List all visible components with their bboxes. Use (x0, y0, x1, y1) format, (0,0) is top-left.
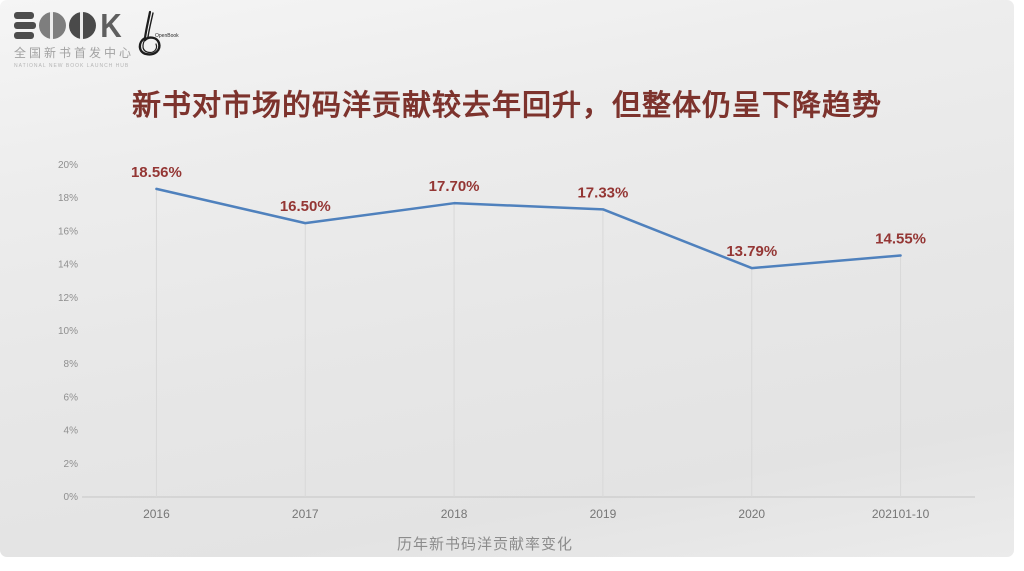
data-label: 16.50% (280, 198, 331, 215)
chart-caption: 历年新书码洋贡献率变化 (396, 536, 573, 553)
data-series-line (155, 187, 902, 270)
data-label: 14.55% (875, 230, 926, 247)
y-axis-tick: 10% (58, 326, 78, 337)
data-label: 17.33% (577, 184, 628, 201)
book-logo: K 全国新书首发中心 NATIONAL NEW BOOK LAUNCH HUB (14, 6, 135, 69)
x-axis-label: 2016 (143, 507, 170, 521)
y-axis-tick: 2% (64, 459, 79, 470)
x-axis-label: 2018 (441, 507, 468, 521)
book-logo-tagline: NATIONAL NEW BOOK LAUNCH HUB (14, 63, 130, 69)
book-logo-k-letter: K (100, 6, 122, 44)
y-axis-tick: 18% (58, 193, 78, 204)
data-label: 17.70% (429, 178, 480, 195)
openbook-label: OpenBook (155, 33, 179, 39)
x-axis-label: 2019 (590, 507, 617, 521)
openbook-logo: OpenBook (128, 8, 180, 60)
y-axis-tick: 14% (58, 260, 78, 271)
x-axis-label: 202101-10 (872, 507, 930, 521)
data-label: 13.79% (726, 243, 777, 260)
x-axis-label: 2017 (292, 507, 319, 521)
y-axis-tick: 4% (64, 426, 79, 437)
y-axis-tick: 12% (58, 293, 78, 304)
book-logo-o-icon (69, 11, 96, 39)
book-logo-letters: K (14, 6, 124, 44)
openbook-swirl-icon: OpenBook (138, 10, 179, 56)
x-axis-label: 2020 (738, 507, 765, 521)
book-logo-b-icon (14, 11, 36, 39)
y-axis-tick: 6% (64, 392, 79, 403)
slide-background: K 全国新书首发中心 NATIONAL NEW BOOK LAUNCH HUB … (0, 0, 1014, 557)
y-axis-tick: 0% (64, 492, 79, 503)
y-axis-tick: 8% (64, 359, 79, 370)
y-axis-tick: 16% (58, 226, 78, 237)
book-logo-subtitle: 全国新书首发中心 (14, 46, 135, 60)
y-axis-tick: 20% (58, 160, 78, 171)
book-logo-o-icon (39, 11, 66, 39)
data-label: 18.56% (131, 164, 182, 181)
page-title: 新书对市场的码洋贡献较去年回升，但整体仍呈下降趋势 (131, 90, 882, 122)
